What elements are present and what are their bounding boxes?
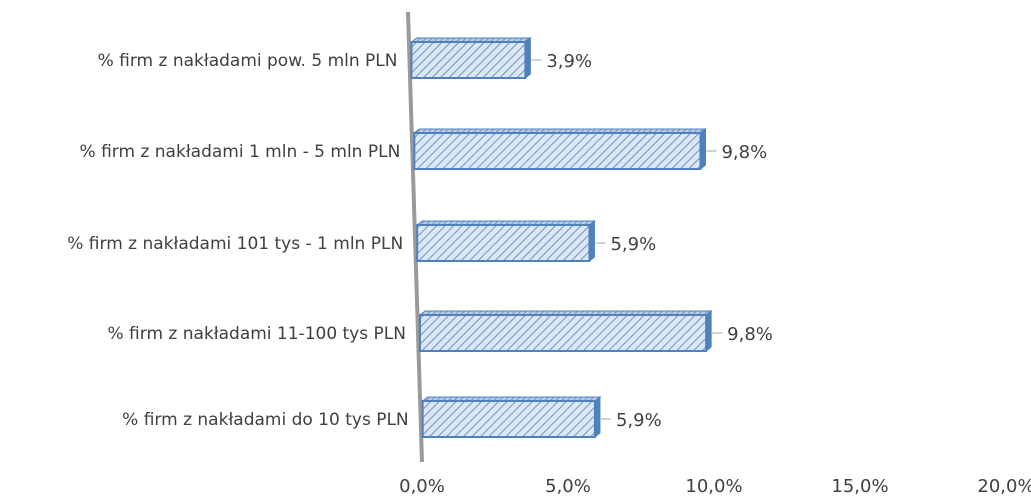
bar: [421, 400, 596, 438]
bar: [413, 132, 702, 170]
x-tick-label: 0,0%: [399, 476, 445, 497]
x-tick-label: 10,0%: [685, 476, 742, 497]
x-tick-label: 15,0%: [831, 476, 888, 497]
category-label: % firm z nakładami do 10 tys PLN: [122, 410, 409, 430]
category-label: % firm z nakładami 1 mln - 5 mln PLN: [80, 142, 401, 162]
data-label: 9,8%: [721, 142, 767, 163]
data-label: 5,9%: [616, 410, 662, 431]
x-tick-label: 20,0%: [977, 476, 1031, 497]
bar: [416, 224, 591, 262]
x-tick-label: 5,0%: [545, 476, 591, 497]
category-label: % firm z nakładami 11-100 tys PLN: [108, 324, 406, 344]
bar-layer: [410, 36, 723, 439]
bar: [410, 41, 527, 79]
bar: [418, 314, 708, 352]
data-label: 3,9%: [546, 51, 592, 72]
category-label: % firm z nakładami 101 tys - 1 mln PLN: [67, 234, 403, 254]
data-label: 5,9%: [610, 234, 656, 255]
category-label: % firm z nakładami pow. 5 mln PLN: [98, 51, 398, 71]
data-label: 9,8%: [727, 324, 773, 345]
label-layer: 0,0% 5,0% 10,0% 15,0% 20,0% 3,9% % firm z nakł…: [67, 51, 1031, 497]
